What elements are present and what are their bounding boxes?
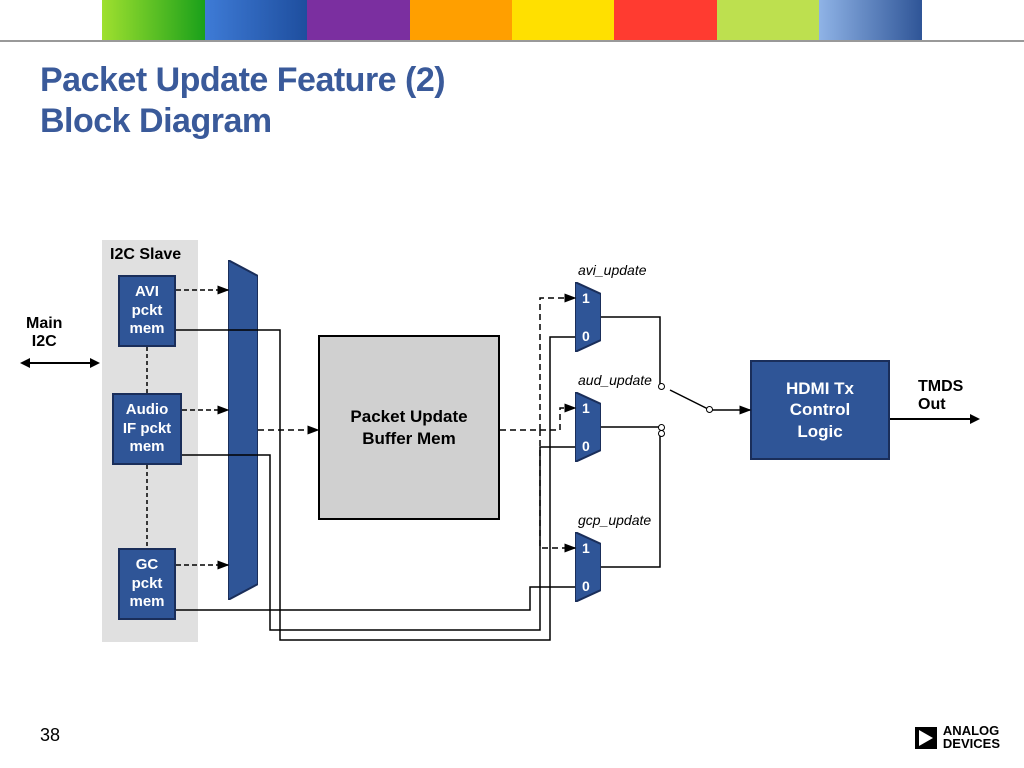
mux-one: 1 [582,540,590,556]
avi-update-label: avi_update [578,262,647,278]
mux-zero: 0 [582,438,590,454]
tmds-out-label: TMDS Out [918,378,963,414]
packet-update-buffer-mem-block: Packet Update Buffer Mem [318,335,500,520]
hdmi-tx-control-logic-block: HDMI Tx Control Logic [750,360,890,460]
double-arrow-icon [20,356,100,370]
logo-text: ANALOG DEVICES [943,725,1000,750]
mux-zero: 0 [582,328,590,344]
gcp-update-label: gcp_update [578,512,651,528]
i2c-slave-label: I2C Slave [110,246,181,264]
aud-update-label: aud_update [578,372,652,388]
avi-pckt-mem-block: AVI pckt mem [118,275,176,347]
switch-node [706,406,713,413]
slide-top-bar [0,0,1024,40]
analog-devices-logo: ANALOG DEVICES [915,725,1000,750]
title-line-2: Block Diagram [40,102,272,140]
slide-title: Packet Update Feature (2) Block Diagram [40,60,445,142]
divider [0,40,1024,42]
audio-if-pckt-mem-block: Audio IF pckt mem [112,393,182,465]
logo-triangle-icon [915,727,937,749]
mux-zero: 0 [582,578,590,594]
switch-node [658,383,665,390]
title-line-1: Packet Update Feature (2) [40,61,445,99]
main-i2c-label: Main I2C [26,315,62,351]
page-number: 38 [40,725,60,746]
block-diagram: I2C Slave Main I2C TMDS Out avi_update a… [20,220,990,660]
arrow-right-icon [890,413,980,425]
mux-one: 1 [582,290,590,306]
gc-pckt-mem-block: GC pckt mem [118,548,176,620]
mux-one: 1 [582,400,590,416]
left-mux [228,260,258,600]
switch-node [658,430,665,437]
